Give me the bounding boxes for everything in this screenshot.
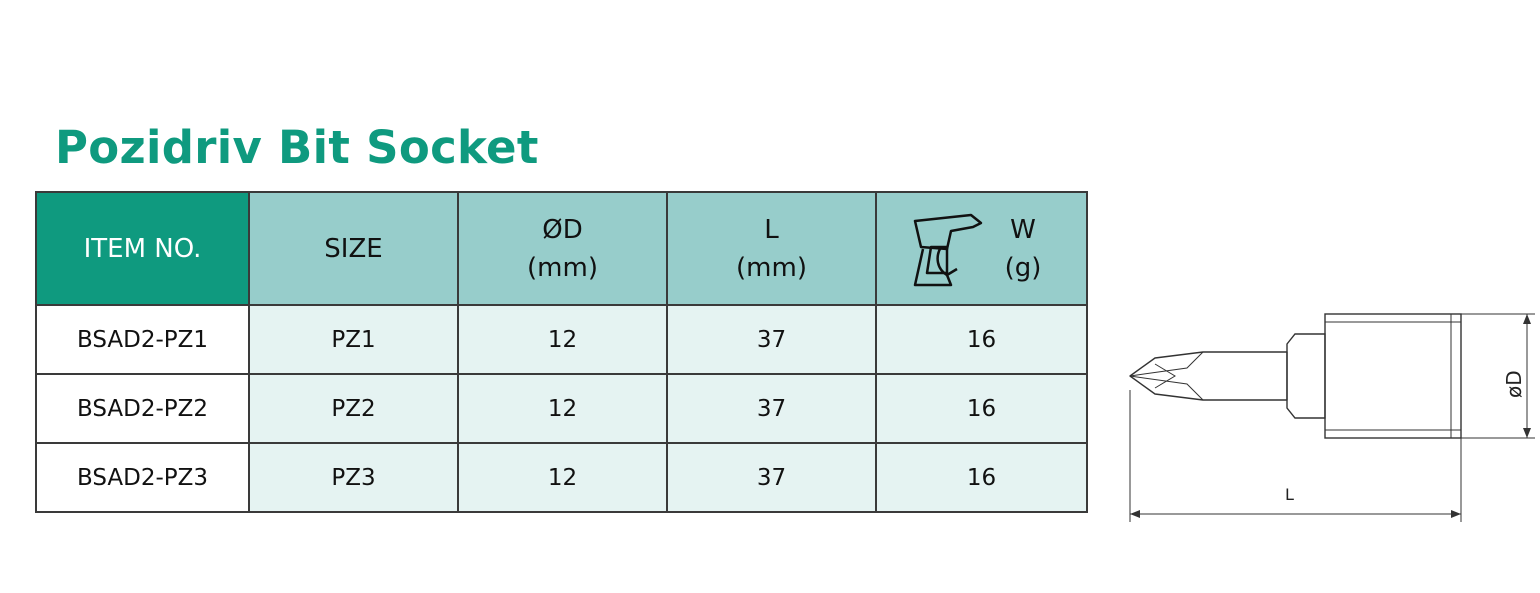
cell-weight: 16	[875, 304, 1088, 375]
table-row: BSAD2-PZ1 PZ1 12 37 16	[35, 304, 1088, 375]
cell-size: PZ2	[248, 373, 459, 444]
header-length: L (mm)	[666, 191, 877, 306]
header-size: SIZE	[248, 191, 459, 306]
table-header-row: ITEM NO. SIZE ØD (mm) L (mm)	[35, 191, 1088, 306]
cell-weight: 16	[875, 442, 1088, 513]
diameter-label: øD	[1502, 370, 1526, 398]
bit-tip	[1129, 351, 1288, 401]
spec-table: ITEM NO. SIZE ØD (mm) L (mm)	[35, 191, 1088, 513]
cell-length: 37	[666, 442, 877, 513]
cell-item-no: BSAD2-PZ1	[35, 304, 250, 375]
page-title: Pozidriv Bit Socket	[55, 121, 539, 174]
length-label: L	[1285, 485, 1294, 504]
header-weight: W (g)	[875, 191, 1088, 306]
cell-diameter: 12	[457, 304, 668, 375]
scale-weight-icon	[913, 213, 983, 287]
cell-size: PZ1	[248, 304, 459, 375]
socket-body	[1324, 313, 1462, 439]
header-item-no: ITEM NO.	[35, 191, 250, 306]
cell-length: 37	[666, 373, 877, 444]
cell-weight: 16	[875, 373, 1088, 444]
cell-diameter: 12	[457, 442, 668, 513]
bit-socket-drawing: øD L	[1129, 313, 1535, 522]
cell-diameter: 12	[457, 373, 668, 444]
bit-shoulder	[1286, 333, 1326, 419]
cell-item-no: BSAD2-PZ2	[35, 373, 250, 444]
cell-item-no: BSAD2-PZ3	[35, 442, 250, 513]
cell-length: 37	[666, 304, 877, 375]
weight-header-text: W (g)	[1004, 215, 1042, 283]
table-row: BSAD2-PZ3 PZ3 12 37 16	[35, 442, 1088, 513]
table-row: BSAD2-PZ2 PZ2 12 37 16	[35, 373, 1088, 444]
cell-size: PZ3	[248, 442, 459, 513]
header-diameter: ØD (mm)	[457, 191, 668, 306]
